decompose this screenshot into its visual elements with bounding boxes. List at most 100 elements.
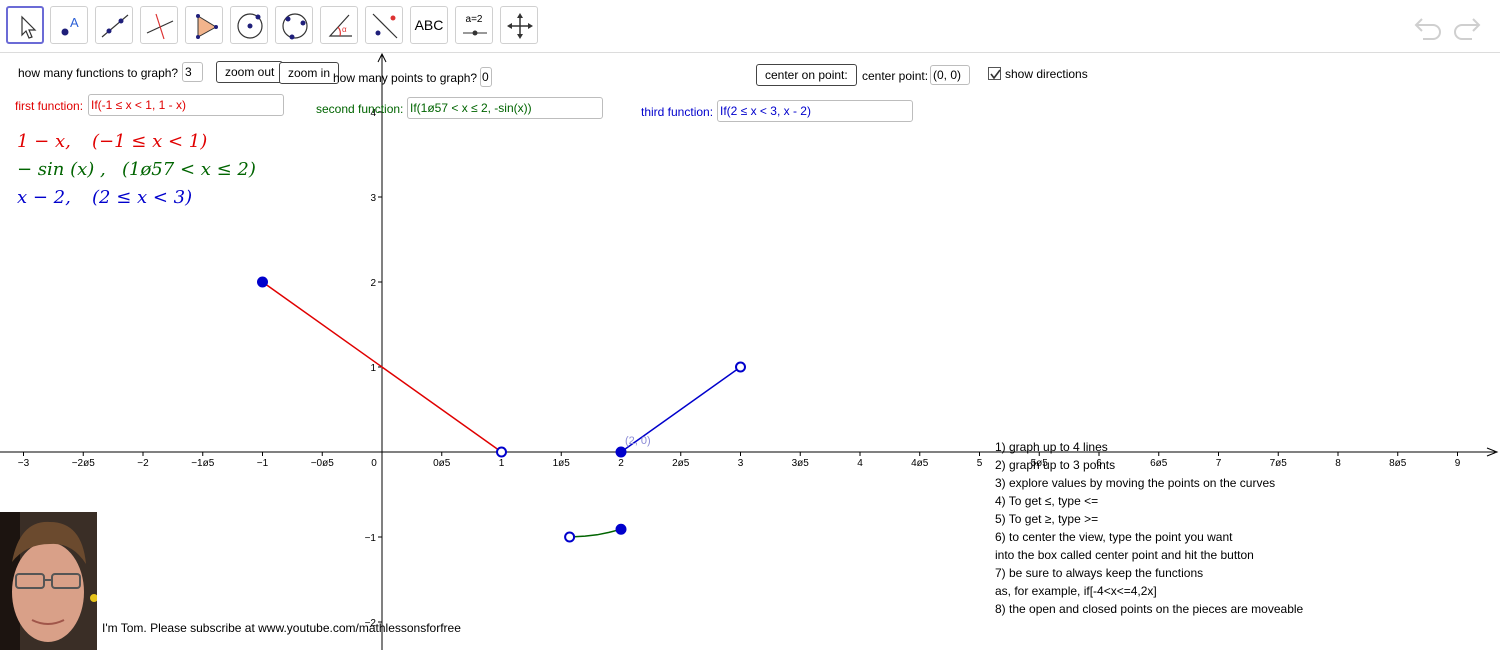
x-tick-label: 9: [1455, 458, 1461, 469]
axes: −3 −2ø5 −2 −1ø5 −1 −0ø5 0 0ø5 1 1ø5 2 2ø5 3 3ø5 4 4ø5 5 5…: [0, 52, 1499, 650]
y-tick-label: −1: [365, 533, 377, 544]
x-tick-label: 1: [499, 458, 505, 469]
x-tick-label: 5: [977, 458, 983, 469]
y-tick-label: 3: [370, 193, 376, 204]
first-formula-expression: 1 − x,: [17, 131, 71, 152]
x-tick-label: −2: [137, 458, 149, 469]
x-tick-label: 1ø5: [553, 458, 571, 469]
x-tick-label: 4: [857, 458, 863, 469]
center-point-label: center point:: [862, 69, 929, 83]
instruction-line: 7) be sure to always keep the functions: [995, 566, 1204, 580]
circle-center-tool-button[interactable]: [230, 6, 268, 44]
y-tick-label: 4: [370, 108, 376, 119]
closed-endpoint[interactable]: [615, 446, 627, 458]
checkmark-icon: [990, 69, 1001, 80]
function-curve-1: [262, 281, 502, 453]
line-tool-button[interactable]: [95, 6, 133, 44]
third-formula-expression: x − 2,: [17, 187, 71, 208]
third-function-input[interactable]: If(2 ≤ x < 3, x - 2): [717, 100, 913, 122]
line-icon: [101, 14, 129, 38]
text-tool-button[interactable]: ABC: [410, 6, 448, 44]
instruction-line: into the box called center point and hit…: [995, 548, 1254, 562]
x-axis-arrow-icon: [1486, 447, 1499, 457]
y-tick-label: −2: [365, 618, 377, 629]
center-point-input[interactable]: (0, 0): [930, 65, 970, 85]
closed-endpoint[interactable]: [615, 523, 627, 535]
x-tick-label: −2ø5: [72, 458, 96, 469]
move-view-tool-button[interactable]: [500, 6, 538, 44]
open-endpoint[interactable]: [564, 531, 576, 543]
num-points-label: how many points to graph?: [333, 71, 478, 85]
function-curves: [262, 281, 741, 538]
undo-icon[interactable]: [1413, 14, 1445, 40]
x-tick-label: 0ø5: [433, 458, 451, 469]
open-endpoint[interactable]: [735, 361, 746, 373]
instruction-line: 2) graph up to 3 points: [995, 458, 1116, 472]
x-tick-label: 3: [738, 458, 744, 469]
first-function-input[interactable]: If(-1 ≤ x < 1, 1 - x): [88, 94, 284, 116]
slider-tool-button[interactable]: a=2: [455, 6, 493, 44]
reflect-icon: [372, 13, 398, 39]
third-function-label: third function:: [641, 105, 714, 119]
instruction-line: as, for example, if[-4<x<=4,2x]: [995, 584, 1157, 598]
toolbar: A α ABC a=2: [0, 0, 1500, 53]
num-functions-input[interactable]: 3: [182, 62, 203, 82]
third-formula-domain: (2 ≤ x < 3): [92, 187, 193, 208]
text-tool-label: ABC: [414, 17, 444, 33]
x-tick-label: −1: [257, 458, 269, 469]
perpendicular-icon: [146, 13, 174, 40]
point-icon: A: [61, 15, 79, 36]
second-function-input[interactable]: If(1ø57 < x ≤ 2, -sin(x)): [407, 97, 603, 119]
zoom-in-button[interactable]: zoom in: [279, 62, 340, 84]
second-function-label: second function:: [316, 102, 404, 116]
polygon-icon: [196, 14, 218, 39]
function-curve-3: [620, 366, 741, 453]
function-curve-2: [569, 528, 622, 538]
x-tick-label: 7: [1216, 458, 1222, 469]
slider-tool-label: a=2: [465, 14, 483, 25]
x-tick-label: 2ø5: [672, 458, 690, 469]
reflect-tool-button[interactable]: [365, 6, 403, 44]
first-formula-domain: (−1 ≤ x < 1): [92, 131, 208, 152]
subscribe-text: I'm Tom. Please subscribe at www.youtube…: [102, 621, 461, 635]
circle-three-points-icon: [282, 13, 308, 40]
y-axis-arrow-icon: [377, 52, 387, 63]
x-tick-label: 6: [1096, 458, 1102, 469]
zoom-out-button[interactable]: zoom out: [216, 61, 284, 83]
x-tick-label: 7ø5: [1270, 458, 1288, 469]
circle-three-points-tool-button[interactable]: [275, 6, 313, 44]
center-on-point-button[interactable]: center on point:: [756, 64, 857, 86]
svg-text:α: α: [342, 25, 347, 34]
cursor-arrow-icon: [21, 15, 37, 39]
show-directions-checkbox[interactable]: [988, 67, 1001, 80]
x-tick-label: 5ø5: [1031, 458, 1049, 469]
x-tick-label: −0ø5: [311, 458, 335, 469]
instruction-line: 5) To get ≥, type >=: [995, 512, 1099, 526]
angle-tool-button[interactable]: α: [320, 6, 358, 44]
show-directions-label: show directions: [1005, 67, 1088, 81]
instruction-line: 6) to center the view, type the point yo…: [995, 530, 1233, 544]
x-tick-label: −1ø5: [191, 458, 215, 469]
point-coordinate-label: (2, 0): [625, 435, 651, 447]
move-tool-button[interactable]: [6, 6, 44, 44]
x-tick-label: 0: [371, 458, 377, 469]
perpendicular-tool-button[interactable]: [140, 6, 178, 44]
x-tick-label: 8ø5: [1389, 458, 1407, 469]
open-endpoint[interactable]: [496, 446, 507, 458]
slider-icon: [463, 30, 487, 36]
instruction-line: 4) To get ≤, type <=: [995, 494, 1099, 508]
polygon-tool-button[interactable]: [185, 6, 223, 44]
redo-icon[interactable]: [1450, 14, 1482, 40]
closed-endpoint[interactable]: [257, 276, 268, 288]
point-tool-button[interactable]: A: [50, 6, 88, 44]
x-tick-label: 6ø5: [1150, 458, 1168, 469]
instruction-line: 1) graph up to 4 lines: [995, 440, 1108, 454]
num-functions-label: how many functions to graph?: [18, 66, 179, 80]
endpoints[interactable]: [257, 276, 746, 543]
x-tick-label: 3ø5: [792, 458, 810, 469]
x-tick-label: −3: [18, 458, 30, 469]
x-tick-label: 4ø5: [911, 458, 929, 469]
num-points-input[interactable]: 0: [480, 67, 492, 87]
angle-icon: α: [328, 14, 352, 37]
